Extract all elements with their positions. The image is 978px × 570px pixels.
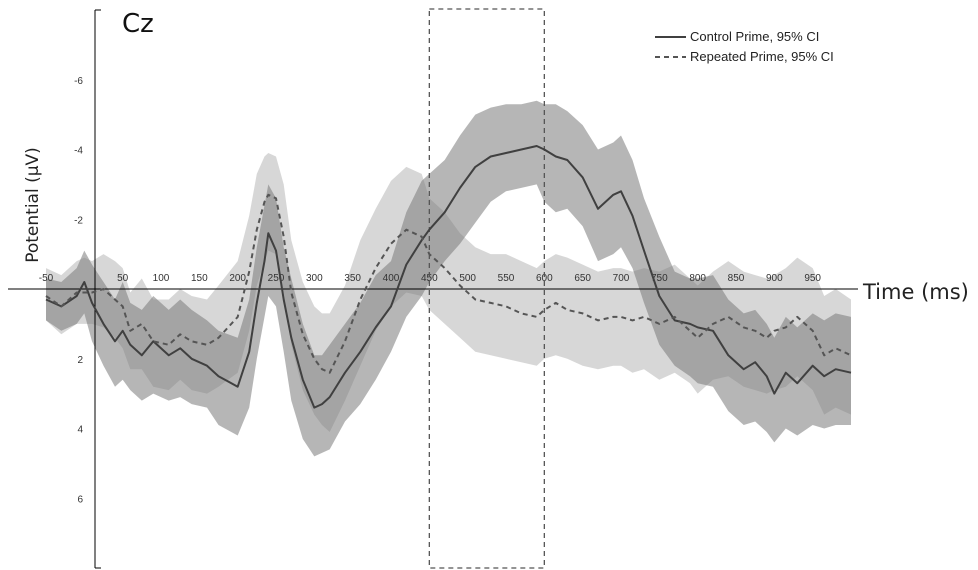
legend: Control Prime, 95% CI Repeated Prime, 95… (655, 29, 834, 64)
y-tick-label: -6 (74, 76, 83, 87)
x-tick-label: 850 (728, 273, 745, 284)
x-tick-label: 900 (766, 273, 783, 284)
x-tick-label: -50 (39, 273, 54, 284)
x-tick-label: 400 (383, 273, 400, 284)
x-tick-label: 200 (229, 273, 246, 284)
x-tick-label: 300 (306, 273, 323, 284)
y-tick-label: 2 (77, 355, 83, 366)
x-tick-label: 500 (459, 273, 476, 284)
y-tick-label: 4 (77, 425, 83, 436)
time-window-box (428, 8, 545, 569)
legend-label-control: Control Prime, 95% CI (690, 29, 819, 44)
x-tick-label: 50 (117, 273, 129, 284)
x-tick-label: 150 (191, 273, 208, 284)
x-tick-label: 350 (344, 273, 361, 284)
y-tick-label: -4 (74, 146, 83, 157)
ci-band-repeated (46, 153, 851, 432)
series-line-control (45, 145, 852, 409)
x-tick-label: 250 (268, 273, 285, 284)
x-tick-label: 950 (804, 273, 821, 284)
y-axis-label: Potential (μV) (23, 147, 43, 263)
tick-labels: -50 50 100 150 200 250 300 350 400 450 500 550 600 65… (39, 76, 822, 506)
x-axis-label: Time (ms) (862, 280, 969, 304)
x-tick-label: 750 (651, 273, 668, 284)
x-tick-label: 700 (613, 273, 630, 284)
x-tick-label: 550 (498, 273, 515, 284)
x-tick-label: 650 (574, 273, 591, 284)
ci-band-control (46, 100, 851, 457)
legend-label-repeated: Repeated Prime, 95% CI (690, 49, 834, 64)
axes (8, 9, 858, 569)
confidence-bands (46, 100, 851, 457)
x-tick-label: 600 (536, 273, 553, 284)
y-tick-label: 6 (77, 494, 83, 505)
y-tick-label: -2 (74, 215, 83, 226)
x-tick-label: 800 (689, 273, 706, 284)
chart-title: Cz (122, 9, 154, 39)
series-lines (45, 145, 852, 409)
x-tick-label: 450 (421, 273, 438, 284)
series-line-repeated (45, 193, 852, 374)
x-tick-label: 100 (153, 273, 170, 284)
